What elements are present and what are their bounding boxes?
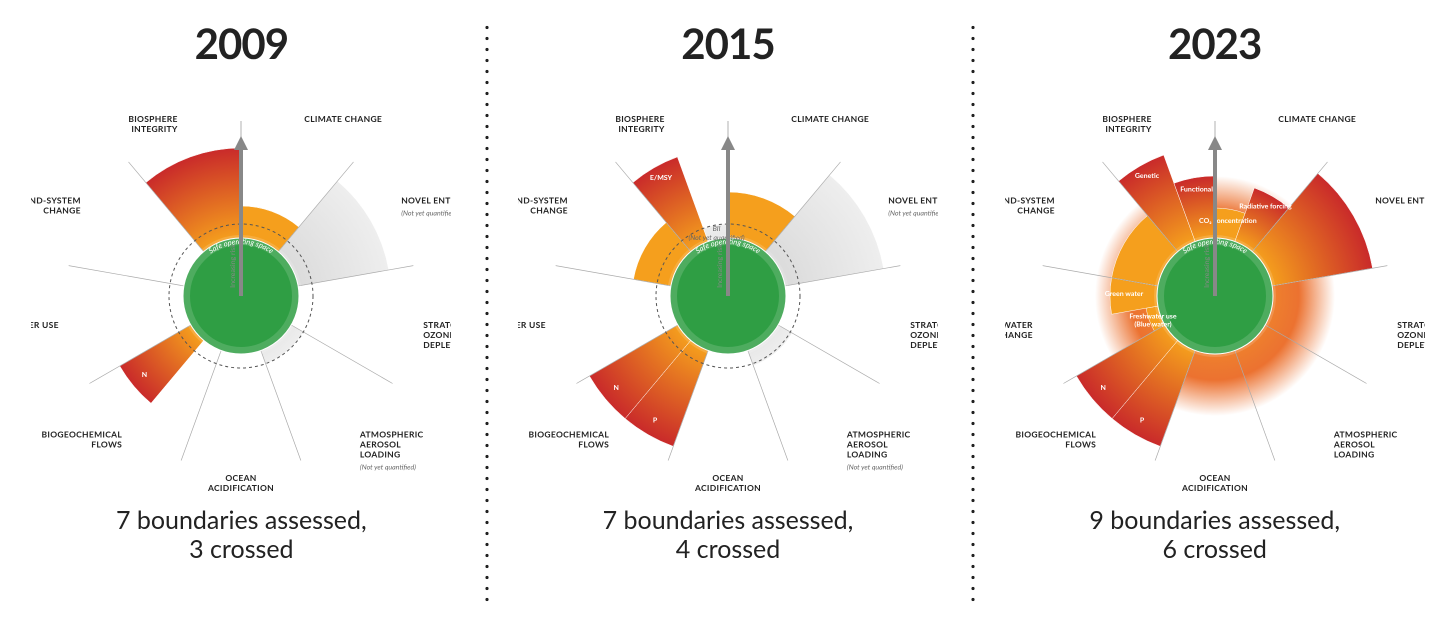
svg-text:Green water: Green water bbox=[1104, 290, 1143, 298]
svg-text:NOVEL ENTITIES: NOVEL ENTITIES bbox=[1375, 196, 1425, 206]
svg-text:Functional: Functional bbox=[1180, 186, 1213, 194]
svg-text:BIOGEOCHEMICALFLOWS: BIOGEOCHEMICALFLOWS bbox=[529, 430, 610, 450]
svg-text:BIOGEOCHEMICALFLOWS: BIOGEOCHEMICALFLOWS bbox=[1015, 430, 1096, 450]
svg-text:ATMOSPHERICAEROSOLLOADING: ATMOSPHERICAEROSOLLOADING bbox=[359, 430, 424, 460]
svg-text:STRATOSPHERICOZONEDEPLETION: STRATOSPHERICOZONEDEPLETION bbox=[424, 320, 452, 350]
svg-text:(Not yet quantified): (Not yet quantified) bbox=[847, 463, 903, 472]
svg-text:N: N bbox=[1100, 384, 1105, 392]
svg-text:P: P bbox=[206, 347, 211, 355]
chart-2023: CLIMATE CHANGE CO₂ concentration Radiative… bbox=[1005, 76, 1425, 500]
svg-text:LAND-SYSTEMCHANGE: LAND-SYSTEMCHANGE bbox=[518, 196, 568, 216]
svg-text:STRATOSPHERICOZONEDEPLETION: STRATOSPHERICOZONEDEPLETION bbox=[910, 320, 938, 350]
svg-text:Freshwater use(Blue water): Freshwater use(Blue water) bbox=[1129, 313, 1177, 329]
svg-text:BIOSPHEREINTEGRITY: BIOSPHEREINTEGRITY bbox=[1102, 114, 1152, 134]
caption-line1: 7 boundaries assessed, bbox=[116, 505, 367, 535]
svg-text:N: N bbox=[613, 384, 618, 392]
svg-text:CO₂ concentration: CO₂ concentration bbox=[1199, 217, 1257, 225]
caption-line1: 9 boundaries assessed, bbox=[1089, 505, 1340, 535]
svg-text:BIOGEOCHEMICALFLOWS: BIOGEOCHEMICALFLOWS bbox=[42, 430, 123, 450]
svg-text:CLIMATE CHANGE: CLIMATE CHANGE bbox=[1278, 114, 1356, 124]
caption-2023: 9 boundaries assessed, 6 crossed bbox=[1089, 506, 1340, 564]
svg-text:ATMOSPHERICAEROSOLLOADING: ATMOSPHERICAEROSOLLOADING bbox=[846, 430, 911, 460]
year-title-2023: 2023 bbox=[1168, 18, 1261, 68]
svg-text:FRESHWATER USE: FRESHWATER USE bbox=[518, 320, 546, 330]
svg-text:BII: BII bbox=[713, 225, 721, 233]
svg-text:BIOSPHEREINTEGRITY: BIOSPHEREINTEGRITY bbox=[129, 114, 179, 134]
svg-text:N: N bbox=[142, 371, 147, 379]
svg-text:P: P bbox=[653, 416, 658, 424]
svg-text:(Not yet quantified): (Not yet quantified) bbox=[888, 209, 938, 218]
svg-text:FRESHWATERCHANGE: FRESHWATERCHANGE bbox=[1005, 320, 1033, 340]
caption-2009: 7 boundaries assessed, 3 crossed bbox=[116, 506, 367, 564]
svg-text:Increasing risk: Increasing risk bbox=[716, 244, 724, 288]
svg-text:CLIMATE CHANGE: CLIMATE CHANGE bbox=[791, 114, 869, 124]
svg-text:Radiative forcing: Radiative forcing bbox=[1239, 203, 1292, 211]
svg-text:LAND-SYSTEMCHANGE: LAND-SYSTEMCHANGE bbox=[31, 196, 81, 216]
svg-text:E/MSY: E/MSY bbox=[650, 174, 673, 182]
svg-text:CLIMATE CHANGE: CLIMATE CHANGE bbox=[305, 114, 383, 124]
svg-text:(Not yet quantified): (Not yet quantified) bbox=[402, 209, 452, 218]
panel-2015: 2015 CLIMATE CHANGE NOVEL ENTITIES (Not ye… bbox=[487, 0, 970, 625]
panel-2023: 2023 CLIMATE CHANGE CO₂ concentration Radi… bbox=[973, 0, 1456, 625]
svg-text:BIOSPHEREINTEGRITY: BIOSPHEREINTEGRITY bbox=[615, 114, 665, 134]
year-title-2009: 2009 bbox=[195, 18, 288, 68]
svg-text:FRESHWATER USE: FRESHWATER USE bbox=[31, 320, 59, 330]
svg-text:ATMOSPHERICAEROSOLLOADING: ATMOSPHERICAEROSOLLOADING bbox=[1333, 430, 1398, 460]
svg-text:OCEANACIDIFICATION: OCEANACIDIFICATION bbox=[1181, 473, 1248, 493]
svg-text:Genetic: Genetic bbox=[1135, 172, 1160, 180]
svg-text:OCEANACIDIFICATION: OCEANACIDIFICATION bbox=[207, 473, 274, 493]
svg-text:NOVEL ENTITIES: NOVEL ENTITIES bbox=[888, 196, 938, 206]
year-title-2015: 2015 bbox=[681, 18, 774, 68]
svg-text:NOVEL ENTITIES: NOVEL ENTITIES bbox=[402, 196, 452, 206]
caption-line2: 6 crossed bbox=[1162, 534, 1266, 564]
infographic-root: 2009 CLIMATE CHANGE NOVEL ENTITIES (Not ye… bbox=[0, 0, 1456, 625]
svg-text:STRATOSPHERICOZONEDEPLETION: STRATOSPHERICOZONEDEPLETION bbox=[1397, 320, 1425, 350]
svg-text:Increasing risk: Increasing risk bbox=[1203, 244, 1211, 288]
caption-2015: 7 boundaries assessed, 4 crossed bbox=[603, 506, 854, 564]
svg-text:(Not yet quantified): (Not yet quantified) bbox=[360, 463, 416, 472]
chart-2009: CLIMATE CHANGE NOVEL ENTITIES (Not yet qua… bbox=[31, 76, 451, 500]
caption-line2: 4 crossed bbox=[676, 534, 780, 564]
svg-text:OCEANACIDIFICATION: OCEANACIDIFICATION bbox=[694, 473, 761, 493]
panel-2009: 2009 CLIMATE CHANGE NOVEL ENTITIES (Not ye… bbox=[0, 0, 483, 625]
chart-2015: CLIMATE CHANGE NOVEL ENTITIES (Not yet qua… bbox=[518, 76, 938, 500]
caption-line1: 7 boundaries assessed, bbox=[603, 505, 854, 535]
svg-text:P: P bbox=[1140, 416, 1145, 424]
svg-text:LAND-SYSTEMCHANGE: LAND-SYSTEMCHANGE bbox=[1005, 196, 1055, 216]
svg-text:Increasing risk: Increasing risk bbox=[229, 244, 237, 288]
caption-line2: 3 crossed bbox=[189, 534, 293, 564]
